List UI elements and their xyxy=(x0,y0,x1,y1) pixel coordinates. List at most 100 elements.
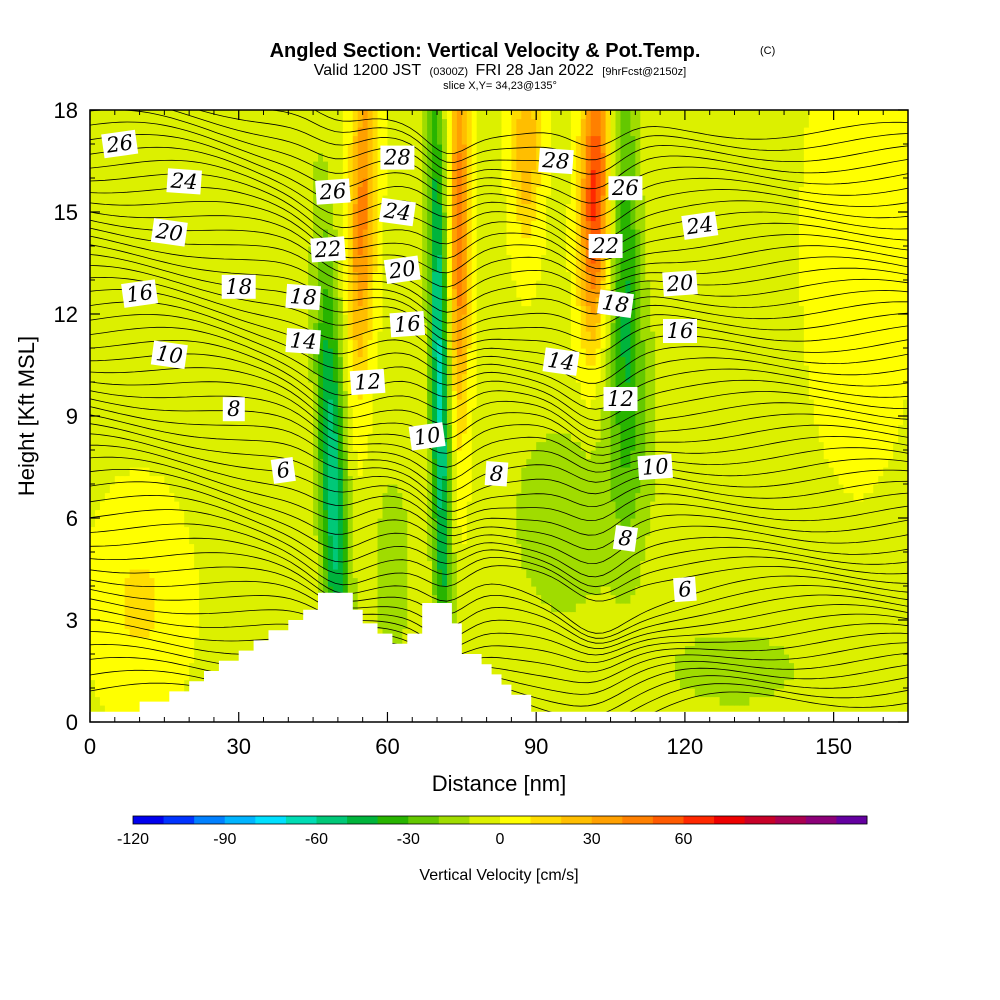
velocity-cell xyxy=(744,662,750,672)
velocity-cell xyxy=(630,475,636,485)
velocity-cell xyxy=(99,518,106,528)
velocity-cell xyxy=(94,628,101,638)
velocity-cell xyxy=(129,518,136,528)
velocity-cell xyxy=(868,645,874,655)
velocity-cell xyxy=(694,662,701,672)
velocity-cell xyxy=(575,552,582,562)
velocity-cell xyxy=(134,552,141,562)
velocity-cell xyxy=(833,628,840,638)
velocity-cell xyxy=(238,620,245,630)
velocity-cell xyxy=(670,467,676,477)
velocity-cell xyxy=(253,552,260,562)
velocity-cell xyxy=(238,628,245,638)
velocity-cell xyxy=(139,671,146,681)
velocity-cell xyxy=(432,484,438,494)
velocity-cell xyxy=(556,577,562,587)
velocity-cell xyxy=(134,518,141,528)
velocity-cell xyxy=(570,611,577,621)
velocity-cell xyxy=(729,535,736,545)
velocity-cell xyxy=(873,594,879,604)
velocity-cell xyxy=(461,594,468,604)
velocity-cell xyxy=(169,560,175,570)
velocity-cell xyxy=(119,560,126,570)
velocity-cell xyxy=(883,671,889,681)
velocity-cell xyxy=(213,552,220,562)
velocity-cell xyxy=(208,458,215,468)
velocity-cell xyxy=(491,594,498,604)
velocity-cell xyxy=(575,535,582,545)
velocity-cell xyxy=(863,679,869,689)
velocity-cell xyxy=(397,518,403,528)
velocity-cell xyxy=(164,637,170,647)
velocity-cell xyxy=(109,569,116,579)
velocity-cell xyxy=(645,645,651,655)
velocity-cell xyxy=(159,569,165,579)
velocity-cell xyxy=(327,518,334,528)
velocity-cell xyxy=(585,645,592,655)
velocity-cell xyxy=(828,671,835,681)
velocity-cell xyxy=(689,603,696,613)
velocity-cell xyxy=(109,475,116,485)
velocity-cell xyxy=(501,560,508,570)
velocity-cell xyxy=(139,645,146,655)
velocity-cell xyxy=(233,467,240,477)
velocity-cell xyxy=(679,475,686,485)
velocity-cell xyxy=(208,552,215,562)
velocity-cell xyxy=(139,577,146,587)
velocity-cell xyxy=(833,475,840,485)
velocity-cell xyxy=(625,484,631,494)
velocity-cell xyxy=(174,569,180,579)
velocity-cell xyxy=(506,543,512,553)
velocity-cell xyxy=(848,543,855,553)
velocity-cell xyxy=(590,586,597,596)
velocity-cell xyxy=(278,586,284,596)
velocity-cell xyxy=(466,594,473,604)
velocity-cell xyxy=(838,509,845,519)
velocity-cell xyxy=(124,679,131,689)
velocity-cell xyxy=(605,577,612,587)
velocity-cell xyxy=(154,696,161,706)
velocity-cell xyxy=(888,560,894,570)
velocity-cell xyxy=(888,645,894,655)
velocity-cell xyxy=(694,552,701,562)
velocity-cell xyxy=(278,560,284,570)
velocity-cell xyxy=(437,467,443,477)
velocity-cell xyxy=(679,637,686,647)
velocity-cell xyxy=(228,654,235,664)
velocity-cell xyxy=(645,688,651,698)
velocity-cell xyxy=(149,526,156,536)
velocity-cell xyxy=(119,671,126,681)
velocity-cell xyxy=(868,688,874,698)
velocity-cell xyxy=(387,577,394,587)
velocity-cell xyxy=(764,526,770,536)
velocity-cell xyxy=(397,535,403,545)
velocity-cell xyxy=(174,526,180,536)
velocity-cell xyxy=(551,535,557,545)
velocity-cell xyxy=(699,705,706,715)
velocity-cell xyxy=(441,526,448,536)
velocity-cell xyxy=(392,518,398,528)
velocity-cell xyxy=(595,671,602,681)
velocity-cell xyxy=(471,577,478,587)
velocity-cell xyxy=(789,586,795,596)
velocity-cell xyxy=(169,569,175,579)
velocity-cell xyxy=(784,688,790,698)
velocity-cell xyxy=(129,705,136,715)
velocity-cell xyxy=(298,467,304,477)
velocity-cell xyxy=(833,586,840,596)
velocity-cell xyxy=(451,586,458,596)
velocity-cell xyxy=(699,492,706,502)
velocity-cell xyxy=(149,696,156,706)
velocity-cell xyxy=(446,501,453,511)
velocity-cell xyxy=(437,552,443,562)
velocity-cell xyxy=(729,611,736,621)
velocity-cell xyxy=(798,705,805,715)
velocity-cell xyxy=(630,569,636,579)
velocity-cell xyxy=(575,705,582,715)
velocity-cell xyxy=(189,535,195,545)
velocity-cell xyxy=(729,603,736,613)
velocity-cell xyxy=(888,535,894,545)
velocity-cell xyxy=(179,654,185,664)
velocity-cell xyxy=(392,552,398,562)
velocity-cell xyxy=(640,492,646,502)
